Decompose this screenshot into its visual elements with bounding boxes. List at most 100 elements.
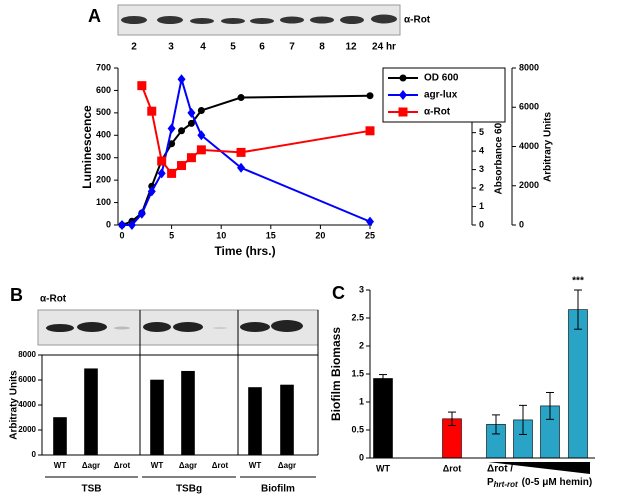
point xyxy=(399,90,407,100)
blot-bands xyxy=(46,320,303,332)
point xyxy=(167,168,177,178)
y-tick-label: 0 xyxy=(32,450,37,459)
lane-label: 24 hr xyxy=(372,42,396,53)
blot-label: α-Rot xyxy=(40,294,67,305)
point xyxy=(177,74,186,85)
lane-label: 4 xyxy=(200,42,206,53)
legend-label: OD 600 xyxy=(424,73,459,84)
lane-label: 5 xyxy=(230,42,236,53)
point xyxy=(157,156,167,166)
bar xyxy=(568,309,588,459)
lane-label: 8 xyxy=(319,42,325,53)
point xyxy=(177,161,187,171)
y3-tick-label: 0 xyxy=(519,219,524,229)
y2-tick-label: 0 xyxy=(479,219,484,229)
y3-axis-label: Arbitrary Units xyxy=(543,112,554,182)
bar xyxy=(280,384,294,456)
point xyxy=(147,186,156,197)
y2-axis-label: Absorbance 600 nm xyxy=(494,99,505,194)
lane-label: 3 xyxy=(168,42,174,53)
point xyxy=(236,147,246,157)
lane-label: 6 xyxy=(259,42,265,53)
point xyxy=(167,123,176,134)
point xyxy=(196,145,206,155)
bar xyxy=(248,387,262,456)
group-label-part: hrt-rot xyxy=(494,480,518,489)
y-tick-label: 1 xyxy=(359,396,364,406)
error-bar xyxy=(379,374,387,383)
x-tick-label: WT xyxy=(151,461,164,470)
point xyxy=(366,92,374,100)
y-tick-label: 0 xyxy=(359,452,364,462)
error-bar xyxy=(492,414,500,435)
bar xyxy=(181,370,195,456)
y-tick-label: 2 xyxy=(359,340,364,350)
y-tick-label: 8000 xyxy=(18,350,36,359)
legend-label: agr-lux xyxy=(424,90,458,101)
point xyxy=(237,162,246,173)
x-tick-label: Δrot xyxy=(114,461,131,470)
group-label: TSBg xyxy=(176,484,202,495)
group-label: Phrt-rot (0-5 μM hemin) xyxy=(487,477,592,489)
y-axis-label: Arbitraty Units xyxy=(9,370,20,440)
error-bar xyxy=(546,391,554,420)
x-tick-label: Δrot xyxy=(212,461,229,470)
y-tick-label: 2.5 xyxy=(351,312,364,322)
point xyxy=(197,106,205,114)
bar xyxy=(53,417,67,456)
panel-letter: C xyxy=(332,283,345,303)
y-tick-label: 100 xyxy=(96,197,111,207)
panel-letter: A xyxy=(88,6,101,26)
error-bar xyxy=(574,289,582,330)
blot-bands xyxy=(121,14,397,24)
panel-letter: B xyxy=(10,285,23,305)
point xyxy=(398,107,408,117)
lane-label: 2 xyxy=(131,42,137,53)
y-tick-label: 3 xyxy=(359,284,364,294)
legend-label: α-Rot xyxy=(424,107,451,118)
y2-tick-label: 5 xyxy=(479,127,484,137)
x-tick-label: WT xyxy=(249,461,262,470)
group-label: Biofilm xyxy=(261,484,295,495)
point xyxy=(365,126,375,136)
y-tick-label: 300 xyxy=(96,152,111,162)
group-label-part: (0-5 μM hemin) xyxy=(522,477,593,488)
point xyxy=(186,153,196,163)
point xyxy=(237,94,245,102)
y-tick-label: 1.5 xyxy=(351,368,364,378)
group-label: TSB xyxy=(82,484,102,495)
y-tick-label: 700 xyxy=(96,62,111,72)
bar xyxy=(150,379,164,456)
bar xyxy=(84,368,98,456)
y-tick-label: 6000 xyxy=(18,375,36,384)
point xyxy=(366,216,374,227)
group-label: Δrot / xyxy=(487,464,513,475)
y3-tick-label: 8000 xyxy=(519,62,539,72)
x-tick-label: 10 xyxy=(216,230,226,240)
x-tick-label: 25 xyxy=(365,230,375,240)
y-tick-label: 500 xyxy=(96,107,111,117)
y2-tick-label: 1 xyxy=(479,201,484,211)
y-tick-label: 400 xyxy=(96,130,111,140)
point xyxy=(178,127,186,135)
y3-tick-label: 2000 xyxy=(519,180,539,190)
x-tick-label: WT xyxy=(54,461,67,470)
point xyxy=(187,119,195,127)
lane-label: 7 xyxy=(289,42,295,53)
y-axis-label: Biofilm Biomass xyxy=(329,327,343,421)
gradient-wedge xyxy=(488,462,590,474)
y3-tick-label: 4000 xyxy=(519,141,539,151)
point xyxy=(197,130,206,141)
y2-tick-label: 3 xyxy=(479,164,484,174)
lane-label: 12 xyxy=(345,42,357,53)
group-label-part: P xyxy=(487,477,494,488)
y-tick-label: 600 xyxy=(96,85,111,95)
x-tick-label: 15 xyxy=(266,230,276,240)
x-tick-label: Δrot xyxy=(443,463,461,473)
point xyxy=(127,220,136,230)
x-tick-label: Δagr xyxy=(278,461,296,470)
error-bar xyxy=(519,404,527,435)
x-axis-label: Time (hrs.) xyxy=(214,244,275,258)
point xyxy=(147,106,157,116)
blot-label: α-Rot xyxy=(404,15,431,26)
